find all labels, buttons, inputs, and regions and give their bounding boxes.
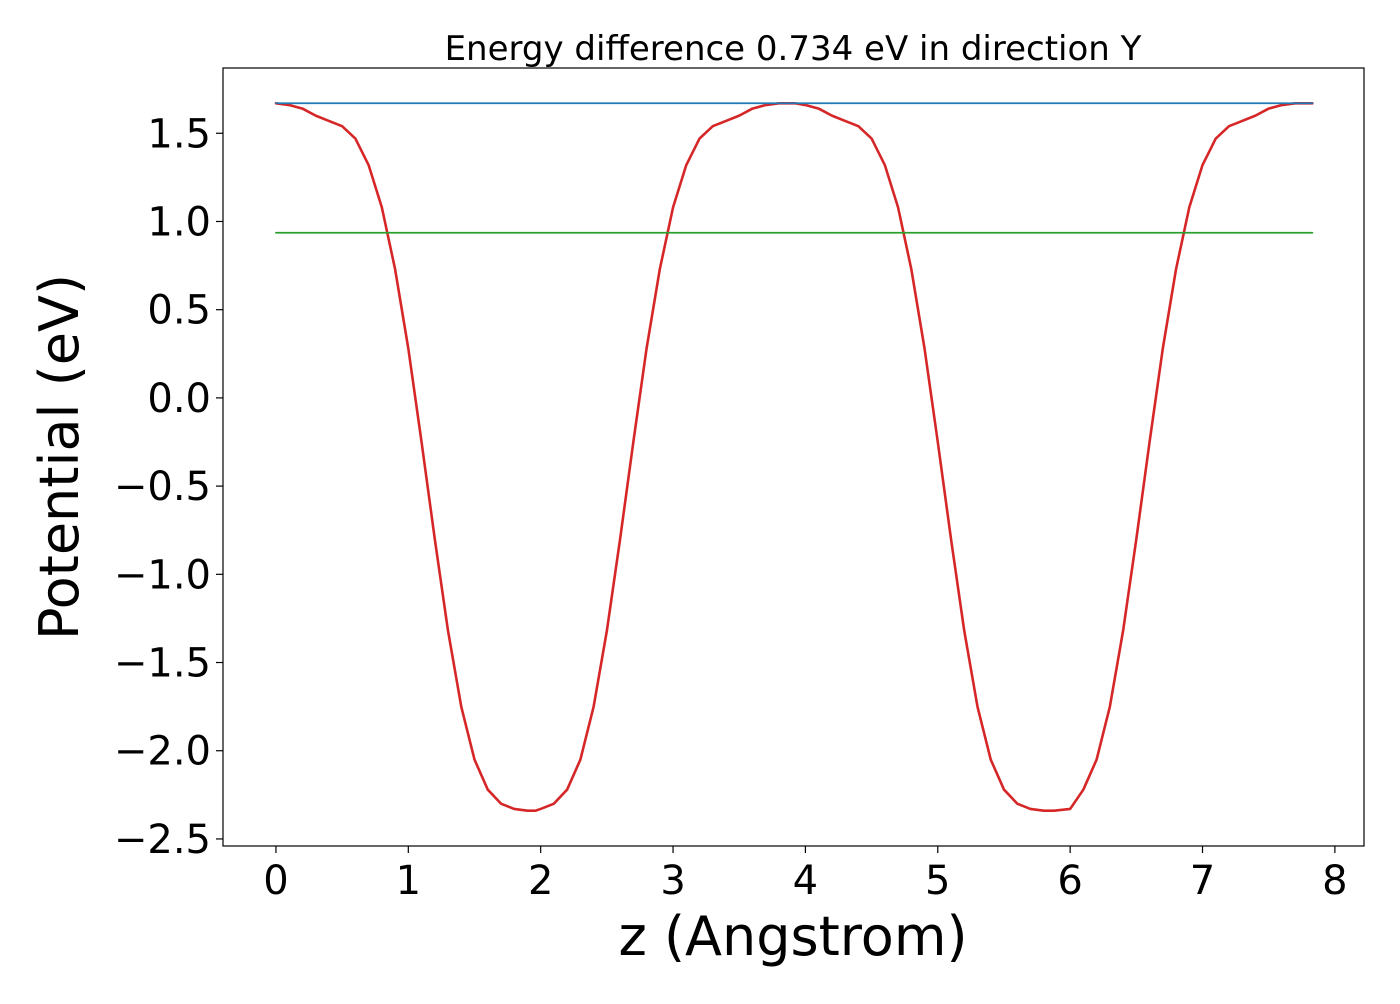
x-tick-label: 2 bbox=[528, 858, 553, 904]
y-axis: 1.5 1.0 0.5 0.0 −0.5 −1.0 −1.5 −2.0 −2.5 bbox=[114, 111, 223, 863]
x-axis-title: z (Angstrom) bbox=[618, 905, 967, 968]
plot-frame bbox=[222, 67, 1365, 847]
x-tick-label: 6 bbox=[1057, 858, 1082, 904]
y-axis-title: Potential (eV) bbox=[28, 274, 91, 640]
y-tick-label: 0.5 bbox=[147, 288, 211, 334]
y-tick-label: −1.5 bbox=[114, 641, 211, 687]
y-tick-label: −2.0 bbox=[114, 729, 211, 775]
x-tick-label: 7 bbox=[1190, 858, 1215, 904]
x-tick-label: 3 bbox=[660, 858, 685, 904]
x-tick-label: 1 bbox=[396, 858, 421, 904]
y-tick-label: 1.0 bbox=[147, 199, 211, 245]
y-tick-label: 0.0 bbox=[147, 376, 211, 422]
y-tick-label: 1.5 bbox=[147, 111, 211, 157]
y-tick-label: −0.5 bbox=[114, 464, 211, 510]
y-tick-label: −2.5 bbox=[114, 817, 211, 863]
series-layer bbox=[274, 101, 1314, 813]
x-tick-label: 8 bbox=[1322, 858, 1347, 904]
x-tick-label: 4 bbox=[793, 858, 818, 904]
x-axis: 0 1 2 3 4 5 6 7 8 bbox=[263, 846, 1348, 904]
y-tick-label: −1.0 bbox=[114, 552, 211, 598]
x-tick-label: 5 bbox=[925, 858, 950, 904]
x-tick-label: 0 bbox=[263, 858, 288, 904]
plot-background bbox=[223, 68, 1364, 846]
chart-title: Energy difference 0.734 eV in direction … bbox=[445, 29, 1142, 69]
